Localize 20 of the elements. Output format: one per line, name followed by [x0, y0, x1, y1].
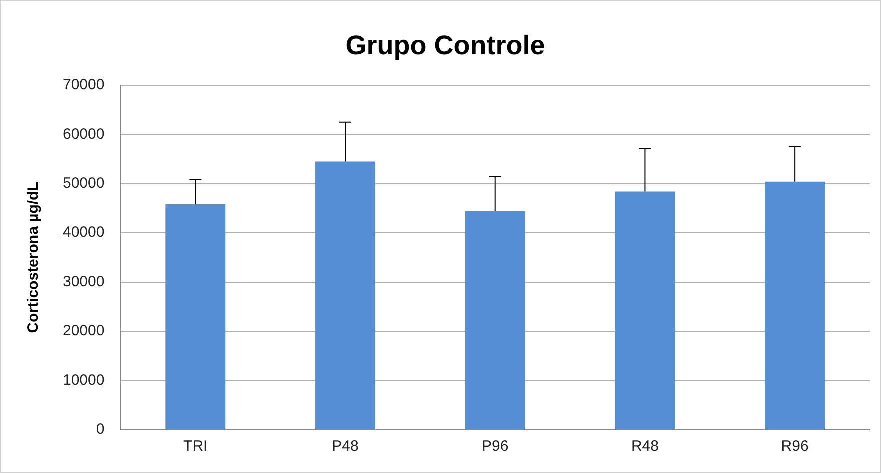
y-tick-label: 40000	[62, 224, 105, 242]
y-tick-label: 10000	[62, 372, 105, 389]
x-tick-label: R48	[631, 438, 659, 456]
x-tick-label: R96	[781, 438, 809, 456]
bar	[765, 182, 826, 430]
bar	[615, 192, 676, 430]
bar	[465, 211, 526, 430]
y-tick-label: 50000	[62, 175, 105, 192]
y-tick-label: 20000	[62, 322, 105, 340]
bar	[166, 204, 226, 430]
x-tick-label: P48	[332, 438, 359, 456]
y-tick-label: 70000	[62, 76, 105, 94]
y-tick-label: 30000	[62, 273, 105, 290]
bar	[316, 162, 376, 430]
x-tick-label: P96	[482, 438, 509, 456]
chart-title: Grupo Controle	[346, 30, 546, 61]
y-tick-label: 60000	[62, 126, 105, 143]
y-tick-label: 0	[96, 421, 105, 438]
x-tick-label: TRI	[184, 438, 208, 456]
y-axis-title: Corticosterona µg/dL	[25, 182, 42, 334]
